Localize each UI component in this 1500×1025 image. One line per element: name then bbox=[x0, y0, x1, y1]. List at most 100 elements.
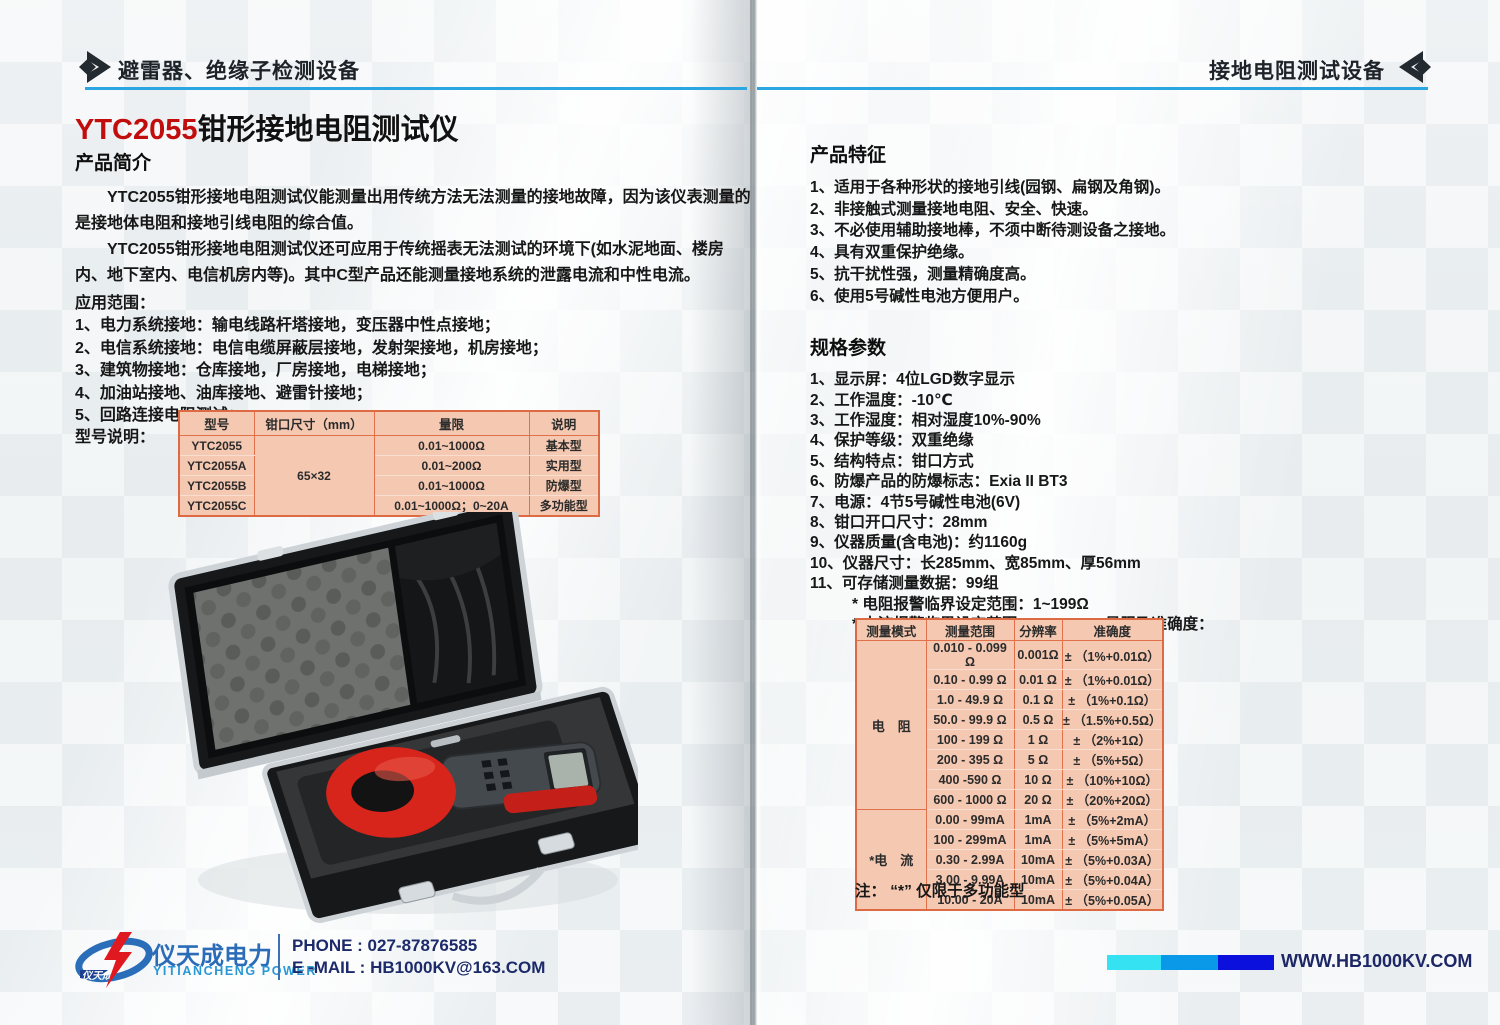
cell-range: 100 - 299mA bbox=[925, 829, 1015, 850]
spec-item: 8、钳口开口尺寸：28mm bbox=[810, 514, 988, 532]
cell-acc: ± （5%+5mA） bbox=[1061, 829, 1164, 850]
spec-item: 10、仪器尺寸：长285mm、宽85mm、厚56mm bbox=[810, 554, 1141, 572]
case-latch bbox=[398, 880, 436, 904]
bar-cyan bbox=[1107, 955, 1161, 970]
page-title: YTC2055钳形接地电阻测试仪 bbox=[75, 106, 459, 148]
cell-acc: ± （20%+20Ω） bbox=[1061, 789, 1164, 810]
feature-item: 1、适用于各种形状的接地引线(园钢、扁钢及角钢)。 bbox=[810, 179, 1170, 196]
bar-navy bbox=[1218, 955, 1274, 970]
cell-range: 600 - 1000 Ω bbox=[925, 789, 1015, 810]
cell-model: YTC2055C bbox=[178, 495, 255, 517]
features-heading: 产品特征 bbox=[810, 145, 887, 166]
cell-acc: ± （5%+0.03A） bbox=[1061, 849, 1164, 870]
cell-range: 0.010 - 0.099 Ω bbox=[925, 640, 1015, 670]
email-address: E -MAIL : HB1000KV@163.COM bbox=[292, 958, 546, 977]
table-row: 600 - 1000 Ω 20 Ω ± （20%+20Ω） bbox=[856, 789, 1164, 810]
table-row: 0.10 - 0.99 Ω 0.01 Ω ± （1%+0.01Ω） bbox=[856, 669, 1164, 690]
col-mode: 测量模式 bbox=[855, 618, 927, 641]
model-table-header-row: 型号 钳口尺寸（mm） 量限 说明 bbox=[178, 410, 600, 436]
measurement-table: 测量模式 测量范围 分辨率 准确度 电 阻 0.010 - 0.099 Ω 0.… bbox=[855, 618, 1164, 911]
spec-item: 2、工作温度：-10℃ bbox=[810, 391, 953, 409]
cell-acc: ± （1.5%+0.5Ω） bbox=[1061, 709, 1164, 730]
cell-acc: ± （10%+10Ω） bbox=[1061, 769, 1164, 790]
cell-res: 1mA bbox=[1013, 829, 1063, 850]
cell-range: 0.10 - 0.99 Ω bbox=[925, 669, 1015, 690]
double-arrow-left-icon bbox=[1399, 51, 1431, 83]
cell-desc: 多功能型 bbox=[528, 495, 600, 517]
cell-res: 1 Ω bbox=[1013, 729, 1063, 750]
product-name: 钳形接地电阻测试仪 bbox=[197, 114, 459, 146]
table-row: 3.00 - 9.99A 10mA ± （5%+0.04A） bbox=[856, 869, 1164, 890]
table-row: YTC2055A 0.01~200Ω 实用型 bbox=[178, 455, 600, 476]
company-name-en: YITIANCHENG POWER bbox=[153, 964, 318, 978]
product-model: YTC2055 bbox=[75, 114, 198, 146]
header-rule-left bbox=[85, 87, 747, 90]
cell-acc: ± （2%+1Ω） bbox=[1061, 729, 1164, 750]
cell-range: 0.01~200Ω bbox=[373, 455, 530, 476]
col-model: 型号 bbox=[178, 410, 255, 436]
scope-item: 2、电信系统接地：电信电缆屏蔽层接地，发射架接地，机房接地； bbox=[75, 339, 548, 357]
cell-res: 10 Ω bbox=[1013, 769, 1063, 790]
table-row: 1.0 - 49.9 Ω 0.1 Ω ± （1%+0.1Ω） bbox=[856, 689, 1164, 710]
clamp-meter bbox=[326, 741, 602, 838]
footer-divider bbox=[278, 934, 280, 980]
cell-range: 0.01~1000Ω bbox=[373, 435, 530, 456]
col-range: 量限 bbox=[373, 410, 530, 436]
spec-sub-item: * 电阻报警临界设定范围：1~199Ω bbox=[852, 595, 1089, 613]
case-handle bbox=[451, 867, 544, 905]
cell-acc: ± （1%+0.01Ω） bbox=[1061, 640, 1164, 670]
spec-item: 5、结构特点：钳口方式 bbox=[810, 452, 974, 470]
cell-model: YTC2055B bbox=[178, 475, 255, 496]
col-accuracy: 准确度 bbox=[1061, 618, 1164, 641]
spec-item: 4、保护等级：双重绝缘 bbox=[810, 432, 974, 450]
table-row: 50.0 - 99.9 Ω 0.5 Ω ± （1.5%+0.5Ω） bbox=[856, 709, 1164, 730]
table-row: 400 -590 Ω 10 Ω ± （10%+10Ω） bbox=[856, 769, 1164, 790]
company-name-cn: 仪天成电力 bbox=[152, 943, 272, 970]
spec-item: 11、可存储测量数据：99组 bbox=[810, 575, 999, 593]
footer-color-bars bbox=[1107, 955, 1274, 970]
specs-heading: 规格参数 bbox=[810, 338, 887, 360]
cell-range: 50.0 - 99.9 Ω bbox=[925, 709, 1015, 730]
spec-item: 1、显示屏：4位LGD数字显示 bbox=[810, 371, 1015, 389]
spec-item: 7、电源：4节5号碱性电池(6V) bbox=[810, 493, 1021, 511]
model-table: 型号 钳口尺寸（mm） 量限 说明 YTC2055 65×32 0.01~100… bbox=[178, 410, 600, 517]
table-row: 电 阻 0.010 - 0.099 Ω 0.001Ω ± （1%+0.01Ω） bbox=[855, 640, 1164, 810]
features-specs-section: 产品特征 1、适用于各种形状的接地引线(园钢、扁钢及角钢)。 2、非接触式测量接… bbox=[810, 140, 1455, 636]
phone-number: PHONE : 027-87876585 bbox=[292, 936, 478, 955]
meter-display bbox=[548, 752, 589, 789]
intro-section: 产品简介 YTC2055钳形接地电阻测试仪能测量出用传统方法无法测量的接地故障，… bbox=[75, 148, 753, 450]
feature-item: 3、不必使用辅助接地棒，不须中断待测设备之接地。 bbox=[810, 222, 1176, 240]
cell-res: 20 Ω bbox=[1013, 789, 1063, 810]
cell-model: YTC2055 bbox=[178, 435, 255, 456]
cell-range: 400 -590 Ω bbox=[925, 769, 1015, 790]
cell-res: 0.5 Ω bbox=[1013, 709, 1063, 730]
fold-shadow bbox=[690, 0, 752, 1025]
col-desc: 说明 bbox=[528, 410, 600, 436]
cell-jaw-size: 65×32 bbox=[253, 435, 375, 517]
table-row: 100 - 299mA 1mA ± （5%+5mA） bbox=[856, 829, 1164, 850]
cell-range: 1.0 - 49.9 Ω bbox=[925, 689, 1015, 710]
cell-range: 10.00 - 20A bbox=[925, 889, 1015, 911]
double-arrow-right-icon bbox=[79, 51, 111, 83]
measurement-table-header-row: 测量模式 测量范围 分辨率 准确度 bbox=[855, 618, 1164, 641]
table-row: 200 - 395 Ω 5 Ω ± （5%+5Ω） bbox=[856, 749, 1164, 770]
cell-desc: 基本型 bbox=[528, 435, 600, 456]
intro-paragraph-2: YTC2055钳形接地电阻测试仪还可应用于传统摇表无法测试的环境下(如水泥地面、… bbox=[75, 241, 724, 284]
feature-item: 2、非接触式测量接地电阻、安全、快速。 bbox=[810, 200, 1098, 218]
lid-foam bbox=[193, 547, 411, 750]
cell-acc: ± （5%+0.04A） bbox=[1061, 869, 1164, 890]
product-photo bbox=[168, 512, 638, 923]
cell-range: 0.30 - 2.99A bbox=[925, 849, 1015, 870]
intro-paragraph-1: YTC2055钳形接地电阻测试仪能测量出用传统方法无法测量的接地故障，因为该仪表… bbox=[75, 189, 751, 232]
cell-acc: ± （1%+0.01Ω） bbox=[1061, 669, 1164, 690]
spec-item: 6、防爆产品的防爆标志：Exia II BT3 bbox=[810, 473, 1068, 491]
bar-blue bbox=[1161, 955, 1218, 970]
scope-label: 应用范围： bbox=[75, 295, 156, 312]
cell-range: 0.00 - 99mA bbox=[925, 809, 1015, 830]
table-row: 10.00 - 20A 10mA ± （5%+0.05A） bbox=[856, 889, 1164, 911]
case-base bbox=[262, 686, 638, 923]
col-resolution: 分辨率 bbox=[1013, 618, 1063, 641]
cell-res: 10mA bbox=[1013, 869, 1063, 890]
scope-item: 3、建筑物接地：仓库接地，厂房接地，电梯接地； bbox=[75, 362, 436, 380]
cell-model: YTC2055A bbox=[178, 455, 255, 476]
